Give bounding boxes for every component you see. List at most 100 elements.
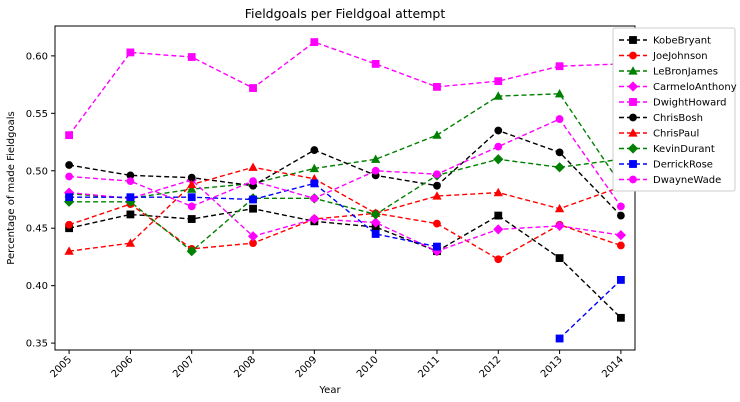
y-tick-label: 0.35 (26, 339, 48, 350)
data-point (370, 217, 381, 228)
data-point (126, 177, 135, 186)
data-point (249, 84, 257, 92)
legend-entry-CarmeloAnthony: CarmeloAnthony (619, 81, 737, 93)
legend-entry-ChrisBosh: ChrisBosh (619, 113, 703, 124)
data-point (126, 193, 135, 202)
data-point (554, 162, 565, 173)
legend-box (612, 27, 736, 192)
data-point (616, 211, 625, 220)
legend-entry-ChrisPaul: ChrisPaul (619, 128, 699, 140)
legend-entry-KobeBryant: KobeBryant (619, 36, 711, 47)
series-DwayneWade (65, 115, 625, 211)
data-point (555, 334, 564, 343)
data-point (187, 53, 196, 61)
y-tick-label: 0.55 (26, 109, 48, 120)
legend-label: DwayneWade (653, 175, 721, 186)
data-point (616, 313, 625, 322)
data-point (371, 166, 380, 175)
legend-marker (627, 143, 639, 154)
data-point (309, 163, 319, 173)
legend-label: KobeBryant (653, 36, 711, 47)
data-point (248, 162, 258, 171)
data-point (554, 220, 565, 232)
data-point (555, 62, 564, 71)
data-point (494, 255, 503, 264)
series-line (68, 207, 622, 319)
legend-label: DwightHoward (653, 98, 727, 109)
series-line (68, 129, 622, 217)
legend-marker (629, 36, 637, 44)
legend-marker (629, 113, 637, 122)
legend-marker (629, 175, 637, 184)
data-point (433, 82, 441, 91)
y-tick-label: 0.50 (26, 166, 48, 177)
data-point (249, 195, 257, 204)
series-DerrickRose (65, 179, 625, 343)
data-point (433, 170, 441, 179)
data-point (187, 215, 196, 223)
data-point (432, 130, 442, 139)
data-point (616, 241, 625, 250)
series-line (68, 203, 622, 261)
data-point (494, 142, 503, 151)
data-point (249, 204, 257, 213)
data-point (187, 202, 196, 211)
data-point (310, 146, 319, 154)
legend-label: DerrickRose (653, 160, 713, 171)
y-axis-label: Percentage of made Fieldgoals (6, 111, 17, 264)
legend-label: ChrisPaul (653, 129, 699, 140)
data-point (371, 230, 380, 238)
data-point (555, 254, 564, 262)
data-point (186, 246, 197, 257)
data-point (65, 172, 74, 181)
legend-label: KevinDurant (653, 144, 715, 155)
data-point (555, 148, 564, 157)
data-point (310, 194, 319, 203)
data-point (370, 209, 381, 220)
data-point (493, 187, 503, 197)
legend-marker (628, 128, 638, 137)
data-point (616, 276, 625, 284)
legend-entry-JoeJohnson: JoeJohnson (619, 51, 708, 62)
legend-marker (628, 66, 638, 75)
data-point (616, 202, 625, 211)
data-point (249, 177, 257, 186)
series-line (559, 279, 622, 340)
legend-marker (629, 98, 637, 106)
data-point (371, 60, 380, 68)
legend-label: CarmeloAnthony (653, 82, 737, 93)
chart-title: Fieldgoals per Fieldgoal attempt (245, 6, 446, 21)
legend-entry-KevinDurant: KevinDurant (619, 143, 715, 155)
data-point (494, 77, 503, 86)
series-line (69, 179, 622, 252)
legend-marker (627, 81, 639, 92)
data-point (494, 211, 503, 220)
data-point (187, 193, 196, 202)
series-ChrisBosh (65, 126, 625, 220)
legend-entry-LeBronJames: LeBronJames (619, 66, 718, 78)
data-point (554, 89, 565, 98)
data-point (65, 161, 74, 169)
data-point (493, 91, 503, 100)
data-point (493, 224, 504, 235)
data-point (65, 220, 74, 229)
data-point (126, 48, 135, 57)
legend-label: ChrisBosh (653, 113, 703, 124)
data-point (187, 184, 197, 193)
data-point (65, 131, 74, 140)
data-point (555, 115, 564, 123)
plot-marks (63, 38, 627, 343)
y-tick-label: 0.60 (26, 51, 48, 62)
legend-entry-DwightHoward: DwightHoward (619, 98, 727, 109)
data-point (494, 126, 503, 135)
legend-label: LeBronJames (653, 67, 718, 78)
data-point (433, 181, 441, 190)
data-point (126, 210, 135, 219)
legend-marker (629, 160, 637, 168)
data-point (433, 242, 441, 251)
data-point (125, 238, 136, 247)
series-line (69, 93, 622, 200)
legend-entry-DwayneWade: DwayneWade (619, 175, 721, 186)
data-point (64, 246, 74, 255)
data-point (309, 213, 320, 225)
